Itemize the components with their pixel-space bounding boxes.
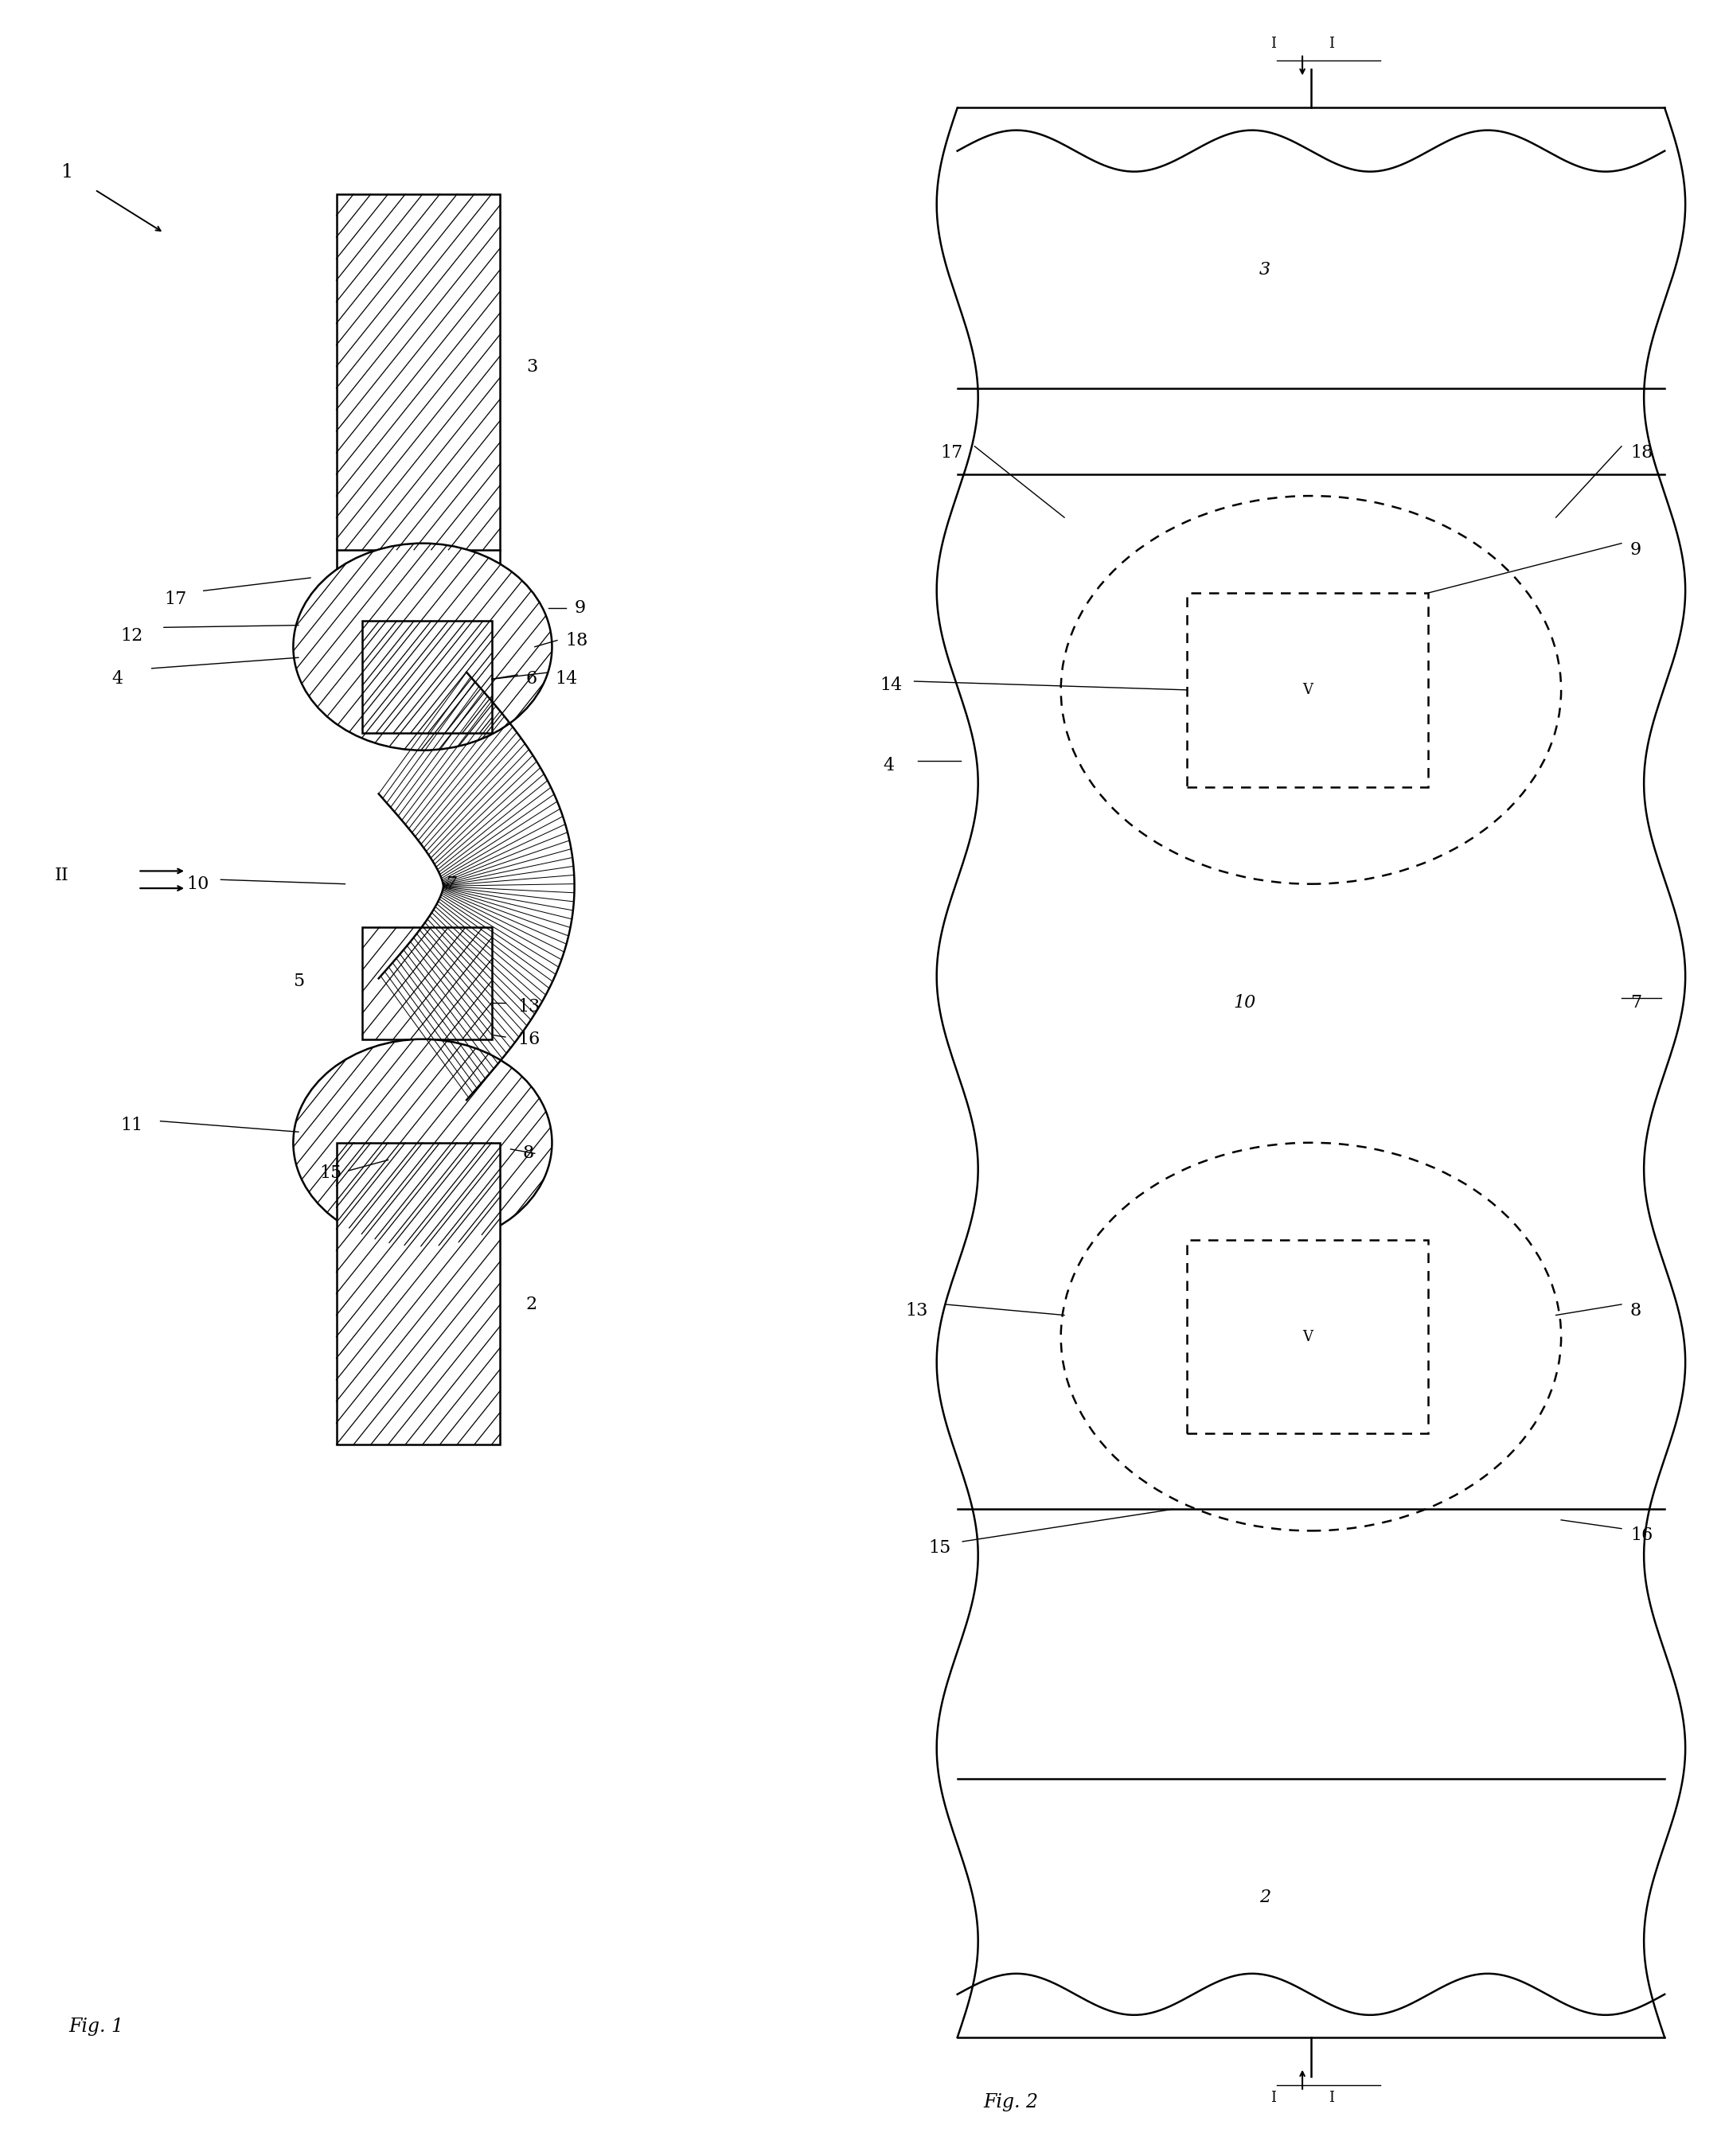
Text: 13: 13 (518, 998, 540, 1015)
Text: 2: 2 (526, 1296, 538, 1313)
Text: 10: 10 (186, 875, 209, 893)
Text: I: I (1270, 37, 1277, 50)
Text: 9: 9 (574, 599, 586, 617)
Text: 3: 3 (526, 358, 538, 375)
Text: 13: 13 (906, 1302, 928, 1319)
Text: 18: 18 (566, 632, 588, 649)
Text: 15: 15 (319, 1164, 342, 1181)
Text: 6: 6 (526, 671, 538, 688)
Bar (1187, 1240, 1428, 1434)
Ellipse shape (293, 543, 552, 750)
Text: 5: 5 (293, 972, 305, 990)
Text: I: I (1328, 2091, 1335, 2104)
Text: 18: 18 (1630, 444, 1653, 461)
Text: Fig. 1: Fig. 1 (69, 2018, 124, 2035)
Text: 3: 3 (1259, 261, 1271, 278)
Text: 4: 4 (883, 757, 895, 774)
Text: 1: 1 (60, 164, 72, 181)
Text: I: I (1328, 37, 1335, 50)
Text: 8: 8 (523, 1145, 535, 1162)
Text: I: I (1270, 2091, 1277, 2104)
Bar (336, 1143, 500, 1445)
Text: 11: 11 (121, 1117, 143, 1134)
Text: 14: 14 (555, 671, 578, 688)
Bar (336, 194, 500, 550)
Text: Fig. 2: Fig. 2 (983, 2093, 1038, 2111)
Text: 16: 16 (1630, 1526, 1653, 1544)
Ellipse shape (293, 1039, 552, 1246)
Text: 14: 14 (880, 677, 902, 694)
Text: 15: 15 (928, 1539, 950, 1557)
Bar (362, 621, 492, 733)
Text: 8: 8 (1630, 1302, 1642, 1319)
Text: 17: 17 (164, 591, 186, 608)
Text: 7: 7 (1630, 994, 1642, 1011)
Text: 10: 10 (1233, 994, 1256, 1011)
Bar (362, 927, 492, 1039)
Text: 16: 16 (518, 1031, 540, 1048)
Text: II: II (55, 867, 69, 884)
Text: 9: 9 (1630, 541, 1642, 558)
Text: V: V (1302, 1330, 1313, 1343)
Text: 4: 4 (112, 671, 124, 688)
Text: 12: 12 (121, 627, 143, 645)
Text: 17: 17 (940, 444, 963, 461)
Text: 7: 7 (445, 875, 457, 893)
Text: 2: 2 (1259, 1889, 1271, 1906)
Bar (1187, 593, 1428, 787)
Text: V: V (1302, 683, 1313, 696)
